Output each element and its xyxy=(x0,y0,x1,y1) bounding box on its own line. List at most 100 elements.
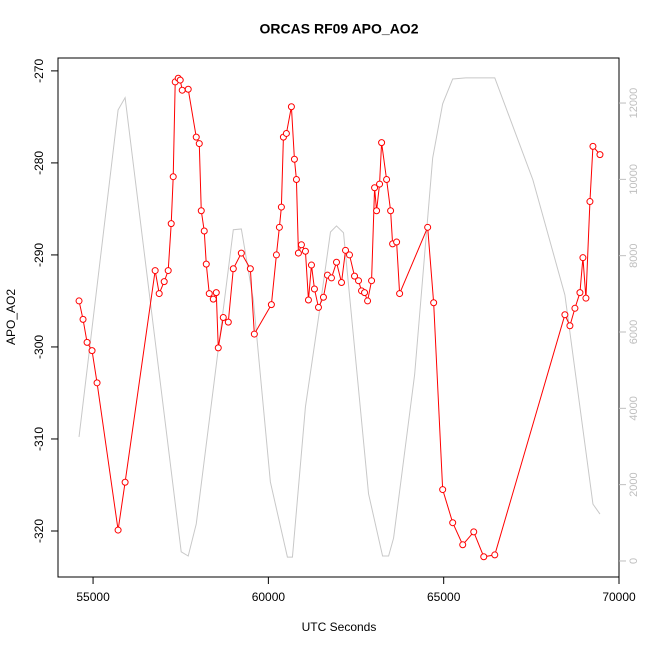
x-tick-label: 65000 xyxy=(427,590,461,604)
data-point xyxy=(346,251,354,259)
data-point xyxy=(79,315,87,323)
data-point xyxy=(571,304,579,312)
data-point xyxy=(167,220,175,228)
data-point xyxy=(491,551,499,559)
data-point xyxy=(373,207,381,215)
data-point xyxy=(307,261,315,269)
y-tick-label: -320 xyxy=(32,519,46,543)
data-point xyxy=(351,272,359,280)
data-point xyxy=(314,303,322,311)
data-point xyxy=(383,175,391,183)
data-point xyxy=(371,184,379,192)
data-point xyxy=(151,267,159,275)
data-point xyxy=(88,347,96,355)
data-point xyxy=(209,295,217,303)
x-axis-title: UTC Seconds xyxy=(302,620,377,634)
data-point xyxy=(378,139,386,147)
data-point xyxy=(310,285,318,293)
y-tick-label: -310 xyxy=(32,427,46,451)
data-point xyxy=(272,251,280,259)
data-point xyxy=(75,297,83,305)
data-point xyxy=(219,314,227,321)
data-point xyxy=(480,553,488,561)
data-point xyxy=(195,140,203,148)
y-axis-title: APO_AO2 xyxy=(4,289,18,345)
chart-title: ORCAS RF09 APO_AO2 xyxy=(260,21,419,37)
data-point xyxy=(586,198,594,206)
y-tick-label: -300 xyxy=(32,335,46,359)
data-point xyxy=(470,528,478,536)
data-point xyxy=(561,311,569,319)
data-point xyxy=(582,294,590,302)
data-point xyxy=(364,297,372,305)
data-point xyxy=(376,180,384,188)
y2-tick-label: 6000 xyxy=(628,320,640,344)
data-point xyxy=(114,526,122,534)
data-point xyxy=(184,85,192,93)
data-point xyxy=(169,173,177,181)
data-point xyxy=(237,249,245,257)
data-point xyxy=(393,238,401,246)
data-point xyxy=(361,289,369,297)
data-point xyxy=(459,541,467,549)
data-point xyxy=(205,290,213,298)
data-point xyxy=(355,277,363,285)
data-point xyxy=(304,296,312,304)
data-point xyxy=(197,207,205,215)
data-point xyxy=(287,103,295,111)
data-point xyxy=(294,249,302,257)
data-point xyxy=(214,344,222,352)
data-point xyxy=(297,241,305,249)
y-tick-label: -290 xyxy=(32,243,46,267)
data-point xyxy=(387,207,395,215)
data-point xyxy=(327,274,335,282)
data-point xyxy=(121,478,129,486)
data-point xyxy=(282,129,290,137)
data-point xyxy=(333,258,341,266)
y2-tick-label: 0 xyxy=(628,558,640,564)
plot-frame xyxy=(57,57,620,578)
data-point xyxy=(250,330,258,338)
data-point xyxy=(576,289,584,297)
data-point xyxy=(596,151,604,159)
data-point xyxy=(83,338,91,346)
data-point xyxy=(267,301,275,309)
data-point xyxy=(579,254,587,262)
data-point xyxy=(342,246,350,254)
data-point xyxy=(202,260,210,268)
data-point xyxy=(155,290,163,298)
data-point xyxy=(93,379,101,387)
data-point xyxy=(275,223,283,231)
x-tick-label: 55000 xyxy=(76,590,110,604)
data-point xyxy=(589,142,597,150)
data-point xyxy=(212,289,220,297)
y-tick-label: -270 xyxy=(32,59,46,83)
data-point xyxy=(338,279,346,287)
data-point xyxy=(224,318,232,326)
data-point xyxy=(176,76,184,84)
data-point xyxy=(566,322,574,330)
data-point xyxy=(200,227,208,235)
y2-tick-label: 12000 xyxy=(628,88,640,119)
data-point xyxy=(229,265,237,273)
y2-tick-label: 2000 xyxy=(628,472,640,496)
data-point xyxy=(292,175,300,183)
data-point xyxy=(301,247,309,255)
data-point xyxy=(449,519,457,527)
data-point xyxy=(192,133,200,141)
data-point xyxy=(277,203,285,211)
data-point xyxy=(178,86,186,94)
data-point xyxy=(319,293,327,301)
x-tick-label: 60000 xyxy=(252,590,286,604)
data-point xyxy=(424,223,432,231)
data-point xyxy=(160,278,168,286)
y2-tick-label: 10000 xyxy=(628,164,640,195)
x-tick-label: 70000 xyxy=(602,590,636,604)
data-point xyxy=(430,299,438,307)
y2-tick-label: 4000 xyxy=(628,396,640,420)
data-point xyxy=(290,155,298,163)
data-point xyxy=(439,486,447,494)
y2-tick-label: 8000 xyxy=(628,243,640,267)
